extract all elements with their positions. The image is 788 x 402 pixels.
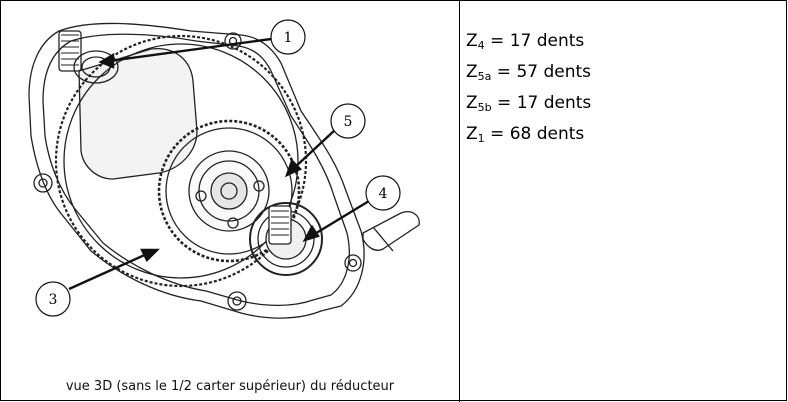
callout-3: 3 bbox=[35, 281, 71, 317]
svg-text:1: 1 bbox=[284, 30, 293, 46]
callout-5: 5 bbox=[330, 103, 366, 139]
svg-text:5: 5 bbox=[344, 114, 353, 130]
spec-z5b: Z5b = 17 dents bbox=[466, 93, 592, 114]
gear-z1 bbox=[54, 34, 308, 288]
bearing-z4 bbox=[249, 202, 323, 276]
callout-1: 1 bbox=[270, 19, 306, 55]
gear-z5a bbox=[157, 119, 301, 263]
hose-fitting bbox=[362, 211, 420, 251]
svg-text:4: 4 bbox=[379, 186, 388, 202]
figure-caption: vue 3D (sans le 1/2 carter supérieur) du… bbox=[65, 379, 395, 394]
motor-body bbox=[78, 47, 198, 180]
column-divider bbox=[459, 0, 460, 402]
spec-z1: Z1 = 68 dents bbox=[466, 124, 585, 145]
svg-text:3: 3 bbox=[49, 292, 58, 308]
spec-z5a: Z5a = 57 dents bbox=[466, 62, 592, 83]
figure-panel: 1 5 4 3 vue 3D (sans le 1/2 carter supér… bbox=[1, 1, 459, 401]
specs-panel: Z4 = 17 dents Z5a = 57 dents Z5b = 17 de… bbox=[466, 28, 591, 152]
gearbox-drawing: 1 5 4 3 bbox=[28, 19, 420, 319]
callout-4: 4 bbox=[365, 175, 401, 211]
spec-z4: Z4 = 17 dents bbox=[466, 31, 585, 52]
